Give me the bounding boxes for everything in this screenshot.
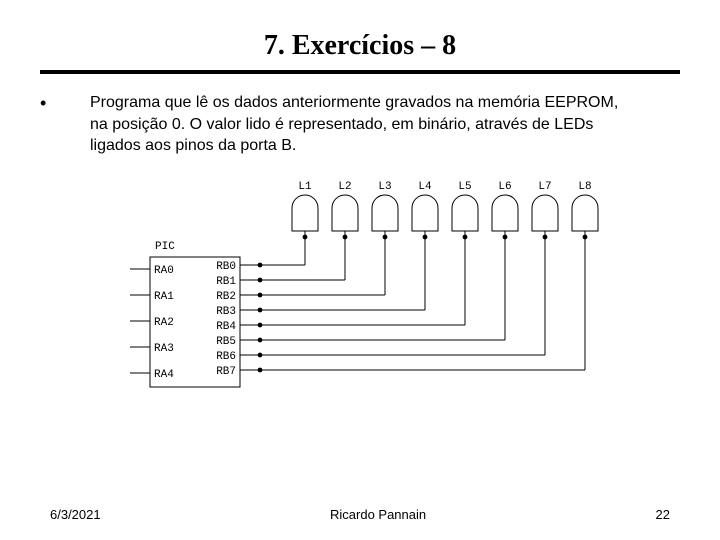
bullet-mark: • — [40, 92, 60, 112]
circuit-diagram: PIC RA0 RA1 RA2 RA3 RA4 RB0 RB1 RB2 RB3 RB4 RB5 RB6 R… — [80, 177, 640, 407]
svg-text:PIC: PIC — [155, 241, 175, 253]
svg-text:RB0: RB0 — [216, 261, 236, 273]
svg-text:RB6: RB6 — [216, 351, 236, 363]
slide-title: 7. Exercícios – 8 — [40, 30, 680, 62]
svg-text:L4: L4 — [418, 181, 432, 193]
svg-text:RB4: RB4 — [216, 321, 236, 333]
svg-text:L6: L6 — [498, 181, 511, 193]
svg-text:RA2: RA2 — [154, 317, 174, 329]
footer-page: 22 — [656, 507, 670, 522]
svg-text:L8: L8 — [578, 181, 591, 193]
svg-text:RB7: RB7 — [216, 366, 236, 378]
body-paragraph: Programa que lê os dados anteriormente g… — [90, 92, 630, 157]
svg-text:RA0: RA0 — [154, 265, 174, 277]
slide-footer: 6/3/2021 Ricardo Pannain 22 — [0, 507, 720, 522]
svg-text:L3: L3 — [378, 181, 391, 193]
svg-text:RA3: RA3 — [154, 343, 174, 355]
svg-text:RA1: RA1 — [154, 291, 174, 303]
svg-text:RB3: RB3 — [216, 306, 236, 318]
svg-text:L2: L2 — [338, 181, 351, 193]
svg-text:RB2: RB2 — [216, 291, 236, 303]
svg-text:RB1: RB1 — [216, 276, 236, 288]
footer-author: Ricardo Pannain — [330, 507, 426, 522]
svg-text:L1: L1 — [298, 181, 312, 193]
svg-text:L5: L5 — [458, 181, 471, 193]
title-divider — [40, 70, 680, 74]
svg-text:RA4: RA4 — [154, 369, 174, 381]
footer-date: 6/3/2021 — [50, 507, 101, 522]
svg-text:RB5: RB5 — [216, 336, 236, 348]
svg-text:L7: L7 — [538, 181, 551, 193]
